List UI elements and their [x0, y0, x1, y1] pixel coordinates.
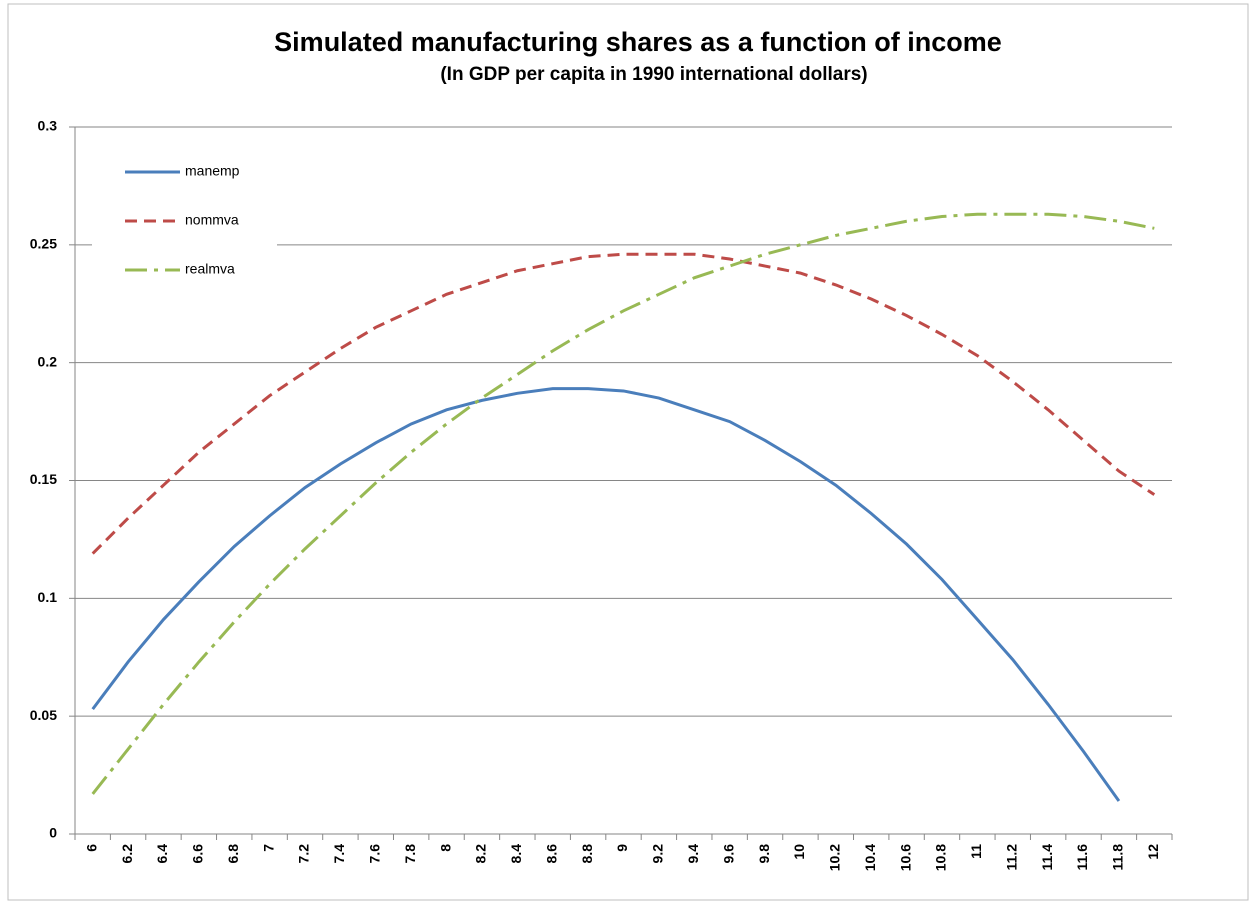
y-tick-label: 0.2 — [38, 353, 58, 369]
x-tick-label: 6.6 — [190, 844, 206, 864]
x-tick-label: 10.4 — [862, 844, 878, 871]
y-tick-label: 0.05 — [30, 707, 57, 723]
x-tick-label: 11 — [968, 844, 984, 859]
x-tick-label: 8.8 — [579, 844, 595, 864]
legend-label: manemp — [185, 163, 240, 179]
x-tick-label: 8.6 — [543, 844, 559, 864]
x-tick-label: 11.2 — [1003, 844, 1019, 871]
x-tick-label: 9.2 — [650, 844, 666, 864]
x-tick-label: 10.8 — [933, 844, 949, 871]
x-tick-label: 12 — [1145, 844, 1161, 860]
x-tick-label: 7.2 — [296, 844, 312, 864]
x-tick-label: 7.4 — [331, 844, 347, 864]
x-tick-label: 7.8 — [402, 844, 418, 864]
x-tick-label: 6.8 — [225, 844, 241, 864]
x-tick-label: 11.8 — [1110, 844, 1126, 871]
chart-subtitle: (In GDP per capita in 1990 international… — [440, 64, 867, 85]
series-line — [91, 252, 1156, 555]
chart-title: Simulated manufacturing shares as a func… — [274, 27, 1002, 57]
x-tick-label: 10.2 — [827, 844, 843, 871]
x-tick-label: 8.4 — [508, 844, 524, 864]
legend-label: realmva — [185, 261, 235, 277]
x-tick-label: 6.4 — [154, 844, 170, 864]
y-tick-label: 0.3 — [38, 118, 58, 134]
x-tick-label: 9.4 — [685, 844, 701, 864]
x-tick-label: 10.6 — [897, 844, 913, 871]
legend-label: nommva — [185, 212, 239, 228]
x-tick-label: 11.6 — [1074, 844, 1090, 871]
y-tick-label: 0.15 — [30, 471, 57, 487]
x-tick-label: 9 — [614, 844, 630, 852]
x-tick-label: 8 — [437, 844, 453, 852]
y-tick-label: 0 — [49, 825, 57, 841]
x-tick-label: 10 — [791, 844, 807, 860]
x-tick-label: 6.2 — [119, 844, 135, 864]
y-tick-label: 0.1 — [38, 589, 58, 605]
x-tick-label: 11.4 — [1039, 844, 1055, 871]
x-tick-label: 6 — [83, 844, 99, 852]
x-tick-label: 7 — [260, 844, 276, 852]
x-tick-label: 7.6 — [366, 844, 382, 864]
chart-border — [7, 3, 1249, 901]
x-tick-label: 9.8 — [756, 844, 772, 864]
x-tick-label: 8.2 — [473, 844, 489, 864]
series-line — [91, 212, 1155, 795]
x-tick-label: 9.6 — [720, 844, 736, 864]
y-tick-label: 0.25 — [30, 236, 57, 252]
legend-box — [92, 145, 277, 295]
series-line — [91, 387, 1121, 802]
